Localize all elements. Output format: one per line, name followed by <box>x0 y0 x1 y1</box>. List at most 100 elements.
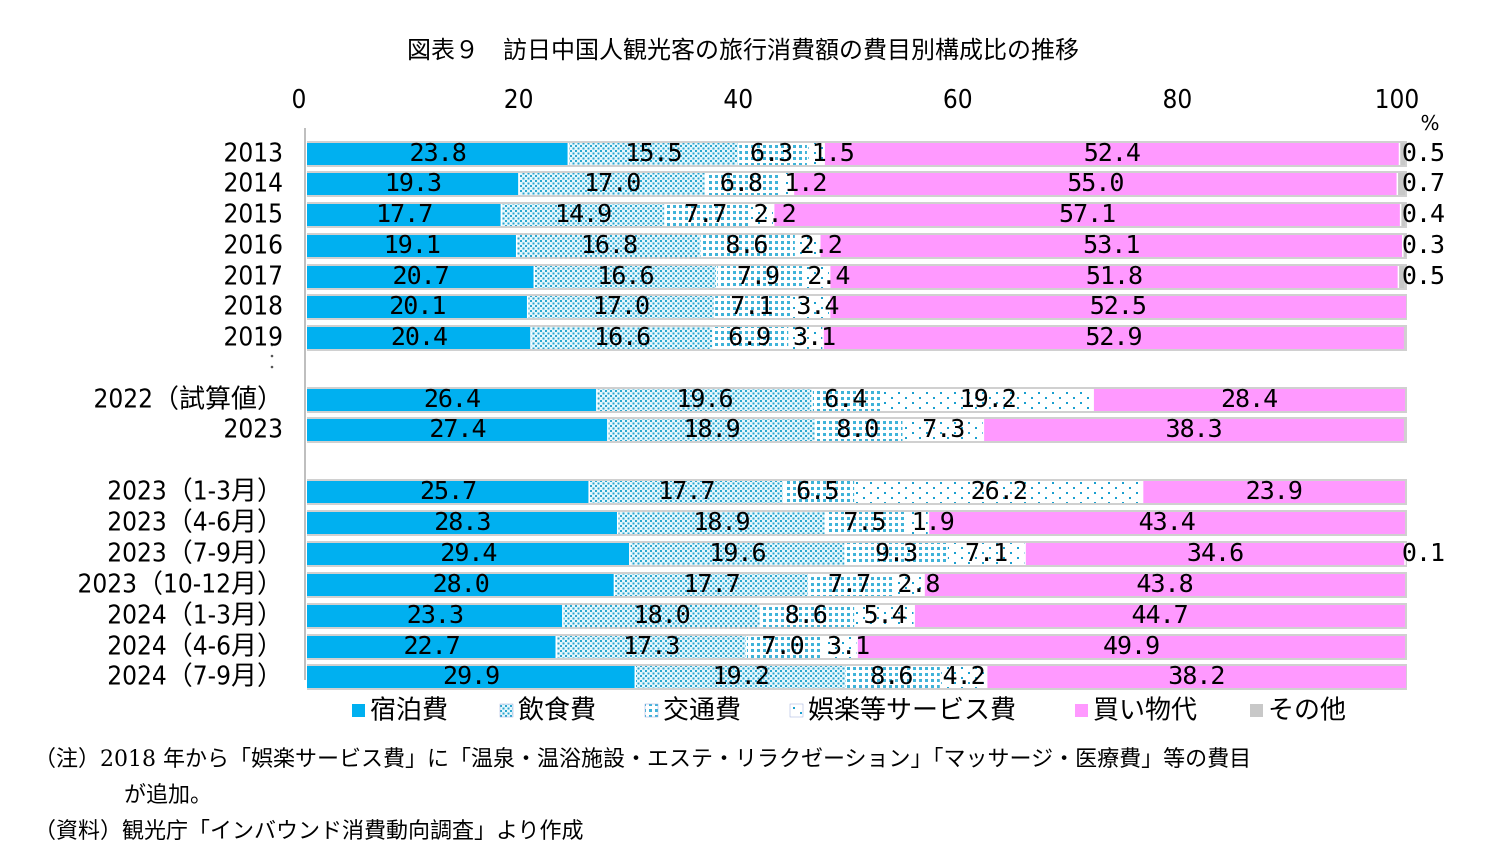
bar-segment <box>607 419 816 441</box>
bar-segment <box>614 574 809 596</box>
data-label: 20.1 <box>389 291 445 320</box>
bar-segment <box>846 666 941 688</box>
data-label: 44.7 <box>1131 600 1187 629</box>
data-label: 38.2 <box>1168 661 1224 690</box>
data-label: 7.3 <box>922 414 964 443</box>
data-label: 27.4 <box>429 414 485 443</box>
bar-segment <box>664 204 750 226</box>
bar-segment <box>501 204 665 226</box>
data-label: 16.6 <box>594 322 650 351</box>
bar-segment <box>1399 143 1405 165</box>
data-label: 17.0 <box>593 291 649 320</box>
bar-segment <box>716 266 804 288</box>
bar-segment <box>527 296 715 318</box>
bar-segment <box>562 605 761 627</box>
data-label: 3.1 <box>793 322 835 351</box>
x-tick-label: 100 <box>1375 85 1420 115</box>
data-label: 17.7 <box>684 569 740 598</box>
data-label: 3.4 <box>796 291 838 320</box>
data-label: 0.5 <box>1402 138 1444 167</box>
bar-segment <box>903 419 984 441</box>
data-label: 0.5 <box>1402 261 1444 290</box>
bar-segment <box>307 666 636 688</box>
bar-segment <box>1398 266 1404 288</box>
data-label: 43.8 <box>1136 569 1192 598</box>
y-category-label: 2016 <box>223 231 283 261</box>
legend-swatch <box>499 703 514 718</box>
chart-title: 図表９ 訪日中国人観光客の旅行消費額の費目別構成比の推移 <box>407 36 1079 64</box>
bar-segment <box>1025 543 1405 565</box>
data-label: 18.9 <box>693 507 749 536</box>
y-category-label: 2023（4-6月） <box>107 508 283 538</box>
data-label: 1.9 <box>912 507 954 536</box>
data-label: 28.0 <box>433 569 489 598</box>
data-label: 26.4 <box>424 384 480 413</box>
bar-segment <box>307 605 563 627</box>
bar-segment <box>307 512 618 534</box>
bar-segment <box>556 636 747 658</box>
bar-segment <box>893 574 925 596</box>
data-label: 2.2 <box>753 199 795 228</box>
data-label: 28.4 <box>1221 384 1277 413</box>
bar-segment <box>845 543 948 565</box>
bar-segment <box>882 389 1094 411</box>
data-label: 6.9 <box>728 322 770 351</box>
bar-segment <box>307 543 630 565</box>
bar-segment <box>808 574 894 596</box>
y-category-label: 2024（4-6月） <box>107 632 283 662</box>
data-label: 52.9 <box>1085 322 1141 351</box>
bar-segment <box>823 327 1404 349</box>
bar-segment <box>803 266 830 288</box>
bar-segment <box>1402 235 1407 257</box>
data-label: 0.1 <box>1402 538 1444 567</box>
bar-segment <box>807 143 825 165</box>
x-tick-label: 60 <box>943 85 973 115</box>
data-label: 0.4 <box>1402 199 1444 228</box>
data-label: 0.3 <box>1402 230 1444 259</box>
data-label: 18.0 <box>634 600 690 629</box>
legend-label: 飲食費 <box>518 696 596 726</box>
data-label: 7.9 <box>737 261 779 290</box>
bar-segment <box>829 296 1407 318</box>
data-label: 7.7 <box>684 199 726 228</box>
y-category-label: 2023（7-9月） <box>107 539 283 569</box>
bar-segment <box>307 389 597 411</box>
y-category-label: 2019 <box>223 323 283 353</box>
bar-segment <box>749 204 774 226</box>
y-category-label: 2024（1-3月） <box>107 601 283 631</box>
y-category-label: 2022（試算値） <box>93 385 283 415</box>
data-label: 19.3 <box>385 168 441 197</box>
bar-segment <box>617 512 826 534</box>
data-label: 8.0 <box>836 414 878 443</box>
bar-segment <box>914 605 1405 627</box>
data-label: 19.6 <box>709 538 765 567</box>
data-label: 0.7 <box>1402 168 1444 197</box>
data-label: 29.9 <box>443 661 499 690</box>
bar-segment <box>568 143 739 165</box>
bar-segment <box>1142 481 1405 503</box>
bar-segment <box>824 143 1400 165</box>
y-category-label: 2014 <box>223 169 283 199</box>
y-category-label: 2015 <box>223 200 283 230</box>
data-label: 57.1 <box>1059 199 1115 228</box>
stacked-bar-chart: 0 20 40 60 80 100% 201320142015201620172018201… <box>78 85 1446 726</box>
data-label: 23.8 <box>410 138 466 167</box>
data-label: 20.4 <box>391 322 447 351</box>
data-label: 22.7 <box>404 631 460 660</box>
bar-segment <box>635 666 847 688</box>
bar-segment <box>589 481 784 503</box>
data-label: 25.7 <box>420 476 476 505</box>
data-label: 8.6 <box>870 661 912 690</box>
data-label: 7.1 <box>730 291 772 320</box>
data-label: 15.5 <box>625 138 681 167</box>
chart-notes: （注）2018 年から「娯楽サービス費」に「温泉・温浴施設・エステ・リラクゼーシ… <box>34 742 1251 850</box>
data-label: 6.8 <box>720 168 762 197</box>
data-label: 19.2 <box>713 661 769 690</box>
data-label: 38.3 <box>1166 414 1222 443</box>
bar-segment <box>534 266 717 288</box>
bar-segment <box>307 235 517 257</box>
x-tick-label: 20 <box>504 85 534 115</box>
bar-segment <box>307 419 608 441</box>
data-label: 51.8 <box>1086 261 1142 290</box>
bar-segment <box>629 543 846 565</box>
